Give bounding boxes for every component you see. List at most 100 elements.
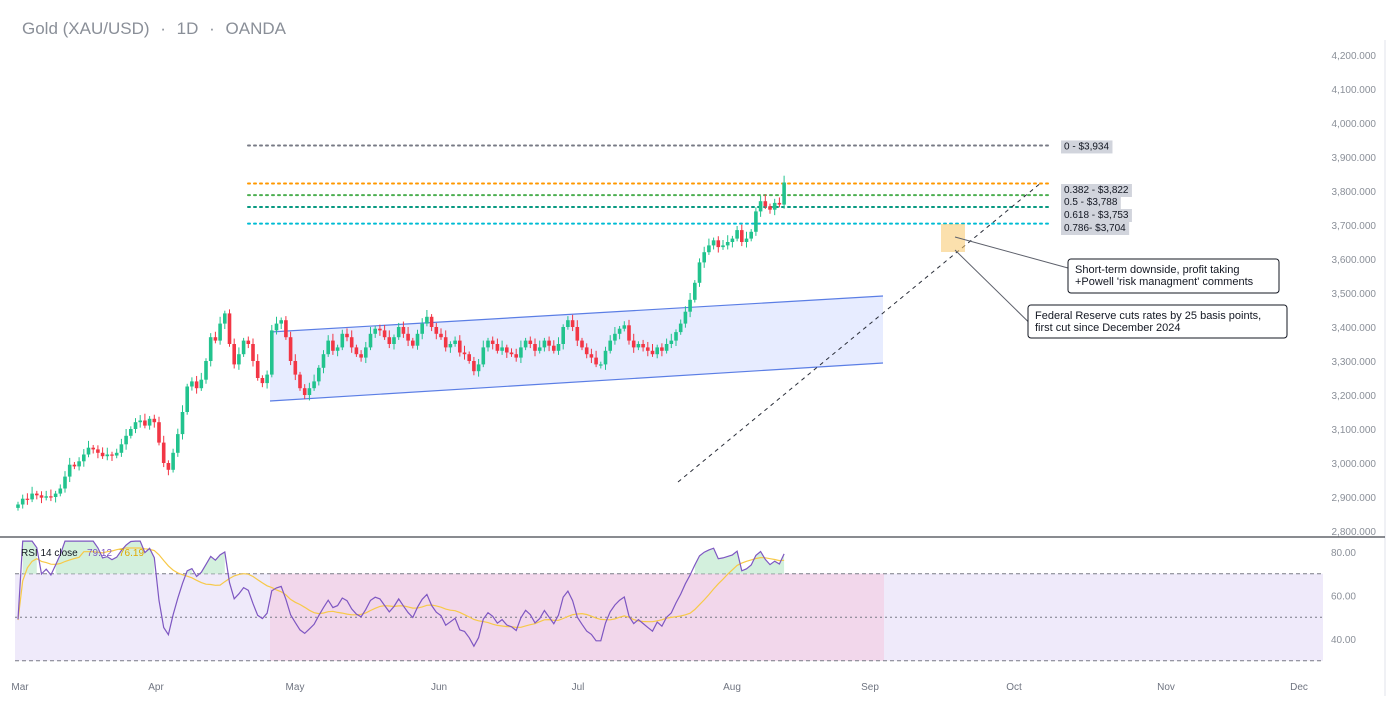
candle-body bbox=[697, 262, 702, 283]
candle-body bbox=[425, 316, 429, 324]
symbol-name: Gold (XAU/USD) bbox=[22, 19, 150, 38]
candle-body bbox=[49, 496, 53, 498]
candle-body bbox=[270, 330, 274, 375]
candle-body bbox=[354, 347, 359, 355]
candle-body bbox=[443, 337, 448, 348]
candle-body bbox=[641, 344, 645, 348]
price-axis: 4,200.000 4,100.000 4,000.000 3,900.000 3,80… bbox=[1332, 51, 1377, 538]
candle-body bbox=[429, 316, 434, 327]
candle-body bbox=[86, 447, 91, 455]
candle-body bbox=[528, 340, 533, 344]
candle-body bbox=[166, 463, 171, 470]
candle-body bbox=[453, 340, 457, 344]
candle-body bbox=[138, 420, 142, 423]
candle-body bbox=[349, 337, 354, 348]
candle-body bbox=[683, 311, 688, 324]
fib-level-label: 0.5 - $3,788 bbox=[1064, 197, 1118, 208]
candle-body bbox=[462, 352, 467, 355]
candle-body bbox=[650, 350, 655, 355]
candle-body bbox=[124, 435, 128, 445]
candle-body bbox=[575, 327, 580, 341]
candle-body bbox=[279, 320, 283, 324]
candle-body bbox=[190, 381, 194, 387]
candle-body bbox=[693, 282, 697, 300]
candle-body bbox=[110, 454, 114, 456]
candle-body bbox=[392, 337, 396, 344]
candle-body bbox=[255, 361, 260, 378]
candle-body bbox=[420, 323, 424, 334]
rsi-pane: 80.00 60.00 40.00 RSI 14 close 79.12 76.19 bbox=[15, 540, 1356, 662]
candle-body bbox=[725, 242, 730, 246]
price-tick-label: 3,100.000 bbox=[1332, 425, 1377, 436]
candle-body bbox=[627, 325, 631, 341]
candle-body bbox=[608, 340, 612, 351]
rsi-axis: 80.00 60.00 40.00 bbox=[1331, 548, 1356, 646]
rsi-tick-label: 40.00 bbox=[1331, 635, 1356, 646]
candle-body bbox=[448, 344, 453, 348]
candle-body bbox=[406, 333, 410, 341]
support-trendline bbox=[677, 181, 1043, 483]
candle-body bbox=[368, 333, 373, 348]
price-tick-label: 3,400.000 bbox=[1332, 323, 1377, 334]
candle-body bbox=[486, 340, 490, 348]
candle-body bbox=[458, 340, 462, 353]
candle-body bbox=[44, 496, 48, 498]
fib-label-background bbox=[1061, 209, 1132, 222]
candle-body bbox=[749, 231, 753, 239]
candle-body bbox=[171, 452, 175, 470]
fib-level-label: 0.382 - $3,822 bbox=[1064, 185, 1129, 196]
candle-body bbox=[284, 320, 288, 338]
candle-body bbox=[96, 449, 100, 453]
fib-level-label: 0.618 - $3,753 bbox=[1064, 210, 1129, 221]
candle-body bbox=[523, 340, 528, 348]
candle-body bbox=[547, 340, 551, 346]
price-tick-label: 4,000.000 bbox=[1332, 119, 1377, 130]
candle-body bbox=[152, 418, 157, 423]
candle-body bbox=[35, 493, 39, 496]
candle-body bbox=[439, 333, 443, 338]
candle-body bbox=[505, 347, 509, 353]
price-tick-label: 3,900.000 bbox=[1332, 153, 1377, 164]
candle-body bbox=[744, 238, 749, 242]
candle-body bbox=[721, 245, 725, 248]
candle-body bbox=[434, 327, 439, 334]
candle-body bbox=[39, 495, 44, 498]
chart-title: Gold (XAU/USD) · 1D · OANDA bbox=[22, 19, 286, 39]
price-tick-label: 3,700.000 bbox=[1332, 221, 1377, 232]
candle-body bbox=[730, 238, 735, 242]
candle-body bbox=[655, 347, 659, 355]
candle-body bbox=[213, 337, 218, 341]
candle-body bbox=[114, 452, 119, 456]
candle-body bbox=[335, 347, 340, 351]
candle-body bbox=[359, 354, 363, 358]
annotation-text: Short-term downside, profit taking bbox=[1075, 264, 1239, 276]
rsi-value: 79.12 bbox=[87, 548, 112, 559]
rsi-ma-value: 76.19 bbox=[119, 548, 144, 559]
fib-level-label: 0 - $3,934 bbox=[1064, 141, 1109, 152]
candle-body bbox=[143, 420, 147, 426]
price-tick-label: 3,300.000 bbox=[1332, 357, 1377, 368]
candle-body bbox=[472, 361, 476, 372]
candle-body bbox=[382, 330, 387, 338]
candle-body bbox=[302, 388, 307, 395]
time-tick-label: Sep bbox=[861, 682, 879, 693]
candle-body bbox=[702, 252, 706, 263]
candle-body bbox=[415, 333, 420, 346]
candle-body bbox=[317, 367, 321, 382]
rsi-tick-label: 80.00 bbox=[1331, 548, 1356, 559]
candle-body bbox=[265, 374, 269, 384]
title-separator: · bbox=[160, 19, 166, 38]
annotation-leader bbox=[954, 249, 1029, 322]
candle-body bbox=[589, 354, 594, 358]
candle-body bbox=[293, 361, 298, 375]
candle-body bbox=[133, 422, 138, 429]
candle-body bbox=[490, 340, 495, 344]
time-tick-label: Oct bbox=[1006, 682, 1022, 693]
time-tick-label: Aug bbox=[723, 682, 741, 693]
candle-body bbox=[326, 340, 330, 355]
candle-body bbox=[185, 386, 189, 412]
rising-channel bbox=[270, 296, 883, 401]
channel-lower-line bbox=[269, 362, 884, 402]
candle-body bbox=[613, 333, 617, 341]
